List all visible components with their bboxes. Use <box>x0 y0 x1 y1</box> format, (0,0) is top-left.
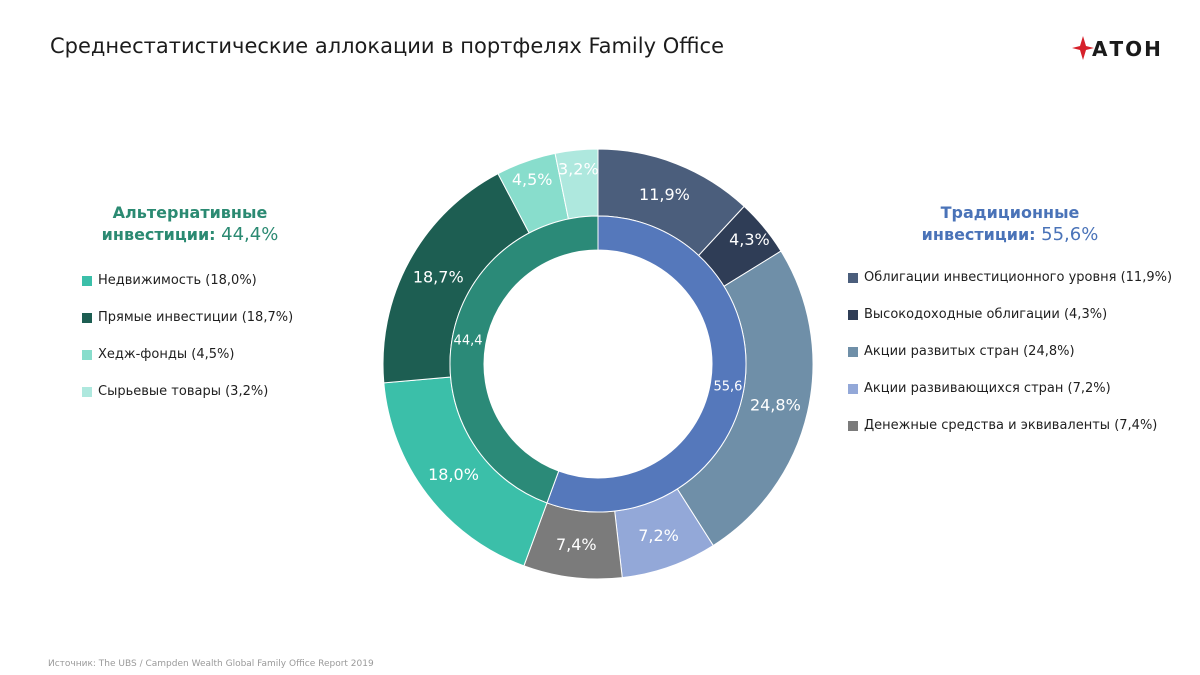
legend-label: Сырьевые товары (3,2%) <box>98 384 269 399</box>
outer-label: 4,3% <box>729 230 770 249</box>
legend-label: Акции развивающихся стран (7,2%) <box>864 381 1111 396</box>
legend-item: Высокодоходные облигации (4,3%) <box>848 296 1172 333</box>
outer-label: 18,7% <box>413 267 464 286</box>
legend-item: Хедж-фонды (4,5%) <box>82 336 293 373</box>
outer-label: 7,2% <box>638 526 679 545</box>
inner-label: 44,4 <box>454 333 483 348</box>
legend-swatch <box>82 312 92 323</box>
alternative-title-text: Альтернативные инвестиции: <box>101 203 268 244</box>
legend-swatch <box>848 420 858 431</box>
legend-item: Акции развивающихся стран (7,2%) <box>848 370 1172 407</box>
inner-label: 55,6 <box>713 380 742 395</box>
alternative-investments-title: Альтернативные инвестиции: 44,4% <box>95 202 285 246</box>
legend-label: Высокодоходные облигации (4,3%) <box>864 307 1108 322</box>
traditional-pct: 55,6% <box>1041 224 1099 245</box>
legend-label: Недвижимость (18,0%) <box>98 273 257 288</box>
traditional-investments-title: Традиционные инвестиции: 55,6% <box>905 202 1115 246</box>
legend-item: Прямые инвестиции (18,7%) <box>82 299 293 336</box>
source-note: Источник: The UBS / Campden Wealth Globa… <box>48 659 374 669</box>
aton-logo: АТОН <box>1072 34 1161 64</box>
outer-label: 4,5% <box>512 170 553 189</box>
outer-label: 3,2% <box>558 159 599 178</box>
legend-item: Облигации инвестиционного уровня (11,9%) <box>848 259 1172 296</box>
legend-item: Недвижимость (18,0%) <box>82 262 293 299</box>
legend-label: Прямые инвестиции (18,7%) <box>98 310 294 325</box>
outer-label: 11,9% <box>639 185 690 204</box>
legend-swatch <box>848 272 858 283</box>
alternative-pct: 44,4% <box>221 224 279 245</box>
page-title: Среднестатистические аллокации в портфел… <box>50 34 724 58</box>
legend-traditional: Облигации инвестиционного уровня (11,9%)… <box>848 259 1172 444</box>
logo-text: АТОН <box>1092 37 1163 61</box>
legend-item: Денежные средства и эквиваленты (7,4%) <box>848 407 1172 444</box>
chart-labels: 11,9% 4,3% 24,8% 7,2% 7,4% 18,0% 18,7% 4,5% 3,2%… <box>413 159 801 554</box>
aton-logo-icon <box>1072 36 1094 60</box>
inner-slice <box>449 215 599 504</box>
legend-item: Сырьевые товары (3,2%) <box>82 373 293 410</box>
inner-ring <box>449 215 747 513</box>
outer-label: 24,8% <box>750 395 801 414</box>
legend-label: Хедж-фонды (4,5%) <box>98 347 235 362</box>
legend-swatch <box>848 383 858 394</box>
outer-ring <box>382 148 814 580</box>
legend-item: Акции развитых стран (24,8%) <box>848 333 1172 370</box>
legend-label: Акции развитых стран (24,8%) <box>864 344 1075 359</box>
legend-label: Облигации инвестиционного уровня (11,9%) <box>864 270 1173 285</box>
legend-swatch <box>82 386 92 397</box>
inner-slice <box>546 215 747 513</box>
legend-swatch <box>848 309 858 320</box>
outer-label: 7,4% <box>556 535 597 554</box>
legend-swatch <box>848 346 858 357</box>
legend-swatch <box>82 275 92 286</box>
legend-label: Денежные средства и эквиваленты (7,4%) <box>864 418 1158 433</box>
legend-swatch <box>82 349 92 360</box>
traditional-title-text: Традиционные инвестиции: <box>921 203 1080 244</box>
legend-alternative: Недвижимость (18,0%) Прямые инвестиции (… <box>82 262 293 410</box>
outer-label: 18,0% <box>428 465 479 484</box>
